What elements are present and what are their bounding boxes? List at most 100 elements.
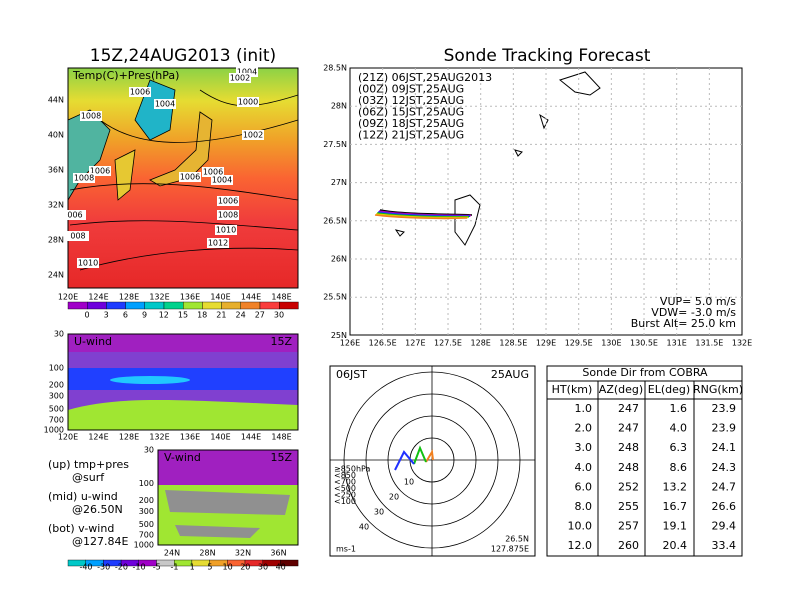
panel-time: 15Z [270,335,292,348]
uwind-frame [67,333,299,431]
p-label: 700 [49,416,64,425]
table-cell: 255 [618,500,639,513]
table-cell: 247 [618,402,639,415]
lon-label: 124E [88,433,108,442]
ring-label: 40 [359,523,369,532]
colorbar-label: -30 [97,563,110,572]
p-label: 200 [139,496,154,505]
colorbar-label: 18 [197,311,207,320]
note: @127.84E [72,535,128,548]
isobar-label: 1008 [81,112,101,121]
legend-entry: (21Z) 06JST,25AUG2013 [358,71,492,84]
colorbar-label: 21 [216,311,226,320]
isobar-label-bg [229,73,251,83]
colorbar-label: 9 [142,311,147,320]
isobar-label: 008 [70,232,85,241]
isobar-label: 006 [67,211,82,220]
ring-label: 10 [404,478,414,487]
lon-label: 126E [340,339,360,348]
polar-unit: ms-1 [336,545,356,554]
table-header: EL(deg) [648,383,690,396]
legend-entry: (03Z) 12JST,25AUG [358,94,464,107]
colorbar-label: 30 [274,311,284,320]
lat-label: 28.5N [323,64,347,73]
panel-title: U-wind [74,335,112,348]
polar-lon: 127.875E [491,545,529,554]
isobar-label-bg [236,67,258,77]
track-param: Burst Alt= 25.0 km [631,317,736,330]
p-label: 300 [139,507,154,516]
legend-entry: <850 [334,471,356,480]
table-cell: 257 [618,520,639,533]
p-label: 200 [49,381,64,390]
legend-entry: ≥850hPa [334,465,371,474]
isobar-label-bg [217,196,239,206]
table-cell: 10.0 [568,520,593,533]
lat-label: 40N [48,131,64,140]
isobar-label: 1006 [203,168,223,177]
land [149,111,213,187]
colorbar-swatch [280,559,299,567]
isobar-label-bg [237,97,259,107]
coastline [454,194,481,246]
table-cell: 1.6 [670,402,688,415]
isobar-label-bg [89,166,111,176]
lon-label: 140E [210,293,230,302]
track-frame [349,67,743,336]
track-param: VUP= 5.0 m/s [660,295,736,308]
isobar-label: 1004 [212,176,232,185]
colorbar-label: 5 [207,563,212,572]
hodograph [425,449,434,463]
lon-label: 131.5E [695,339,723,348]
lon-label: 148E [271,433,291,442]
vwind-frame [157,449,299,546]
legend-entry: (00Z) 09JST,25AUG [358,83,464,96]
isobar-label-bg [215,225,237,235]
colorbar-label: 3 [104,311,109,320]
table-cell: 24.7 [712,480,737,493]
table-rules [547,380,742,556]
isobar-label-bg [67,231,89,241]
lon-label: 132E [732,339,752,348]
legend-entry: (06Z) 15JST,25AUG [358,106,464,119]
colorbar-label: 27 [255,311,265,320]
p-label: 30 [144,446,154,455]
lon-label: 136E [180,293,200,302]
p-label: 1000 [44,426,64,435]
isobar-label-bg [77,258,99,268]
table-cell: 23.9 [712,422,737,435]
lon-label: 127E [405,339,425,348]
lat-label: 27N [331,178,347,187]
isobar-label: 1006 [180,173,200,182]
colorbar-label: 10 [223,563,233,572]
uwind-field [68,400,298,430]
legend-entry: <700 [334,478,356,487]
table-cell: 13.2 [663,480,688,493]
colorbar-label: -5 [153,563,161,572]
lat-label: 28N [48,236,64,245]
table-cell: 12.0 [568,539,593,552]
table-cell: 248 [618,441,639,454]
isobar-label-bg [80,111,102,121]
lon-label: 132E [149,433,169,442]
isobar-label: 1004 [237,68,257,77]
colorbar-label: 40 [276,563,286,572]
isobar-label-bg [73,173,95,183]
colorbar-swatch [259,301,280,310]
isobar-label-bg [64,210,86,220]
lat-label: 24N [48,271,64,280]
table-cell: 2.0 [575,422,593,435]
colorbar-label: 6 [123,311,128,320]
map-label: Temp(C)+Pres(hPa) [72,69,179,82]
lat-label: 24N [164,549,180,558]
table-cell: 8.6 [670,461,688,474]
lon-label: 128E [471,339,491,348]
table-cell: 24.1 [712,441,737,454]
track-param: VDW= -3.0 m/s [651,306,736,319]
p-label: 100 [139,479,154,488]
ring-label: 30 [374,508,384,517]
table-cell: 248 [618,461,639,474]
table-cell: 24.3 [712,461,737,474]
isobar-label: 1010 [216,226,236,235]
